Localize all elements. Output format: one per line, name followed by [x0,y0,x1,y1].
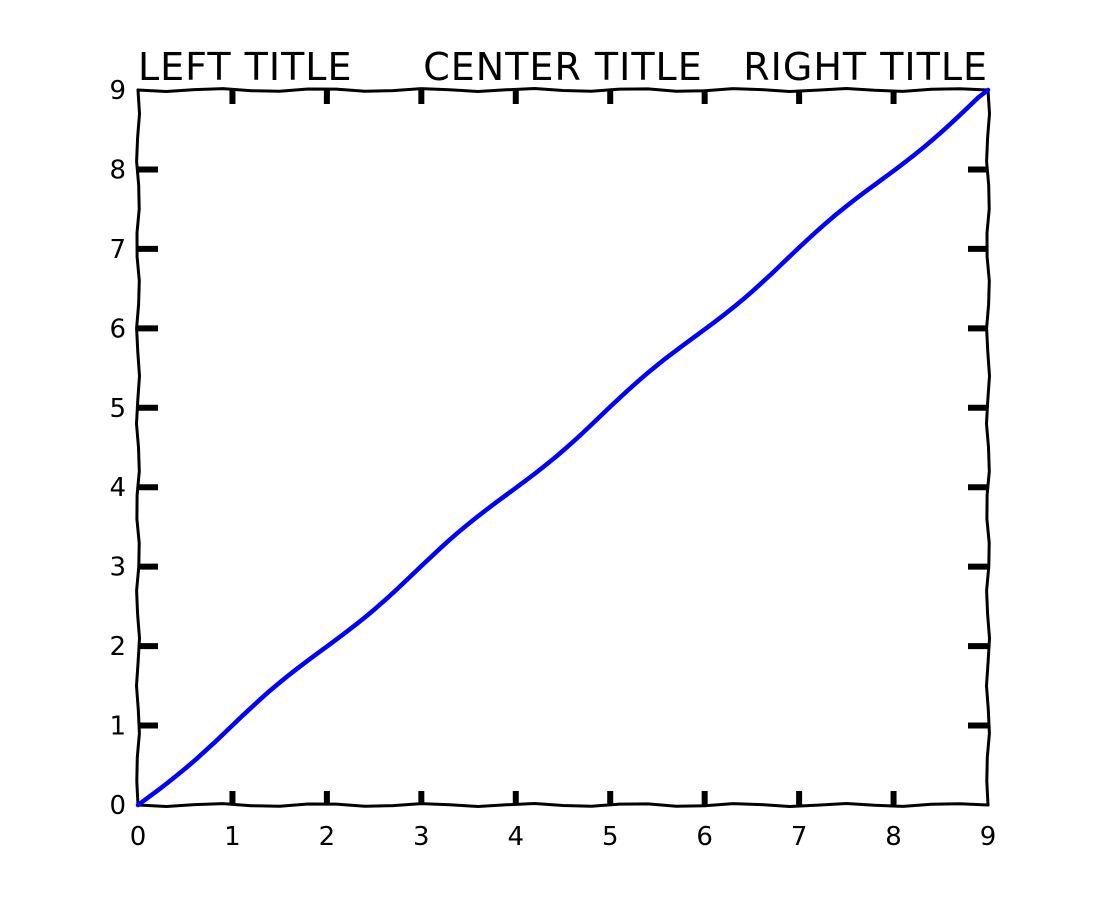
y-tick-label: 0 [109,791,126,821]
axis-bottom-spine [136,801,990,809]
right-title: RIGHT TITLE [743,45,988,89]
x-tick-label: 3 [413,822,430,852]
y-tick-label: 8 [109,155,126,185]
axis-left-spine [134,88,142,807]
y-tick-label: 4 [109,473,126,503]
series-layer [135,87,991,808]
x-tick-label: 2 [319,822,336,852]
axis-top-spine [136,86,990,94]
x-tick-label: 8 [885,822,902,852]
tick-layer: 0 1 2 3 4 5 6 7 8 9 0 1 2 3 4 5 6 7 8 9 [109,76,996,852]
x-tick-label: 4 [508,822,525,852]
series-line [135,87,991,808]
axes-layer [134,86,992,809]
x-tick-label: 5 [602,822,619,852]
center-title: CENTER TITLE [423,45,702,89]
y-tick-label: 9 [109,76,126,106]
x-tick-label: 6 [696,822,713,852]
x-tick-label: 7 [791,822,808,852]
left-title: LEFT TITLE [138,45,352,89]
y-tick-label: 1 [109,712,126,742]
x-tick-label: 0 [130,822,147,852]
axis-right-spine [984,88,992,807]
y-tick-label: 5 [109,394,126,424]
y-tick-label: 3 [109,553,126,583]
x-tick-label: 1 [224,822,241,852]
y-tick-label: 2 [109,632,126,662]
y-tick-label: 6 [109,314,126,344]
y-tick-label: 7 [109,235,126,265]
x-tick-label: 9 [980,822,997,852]
